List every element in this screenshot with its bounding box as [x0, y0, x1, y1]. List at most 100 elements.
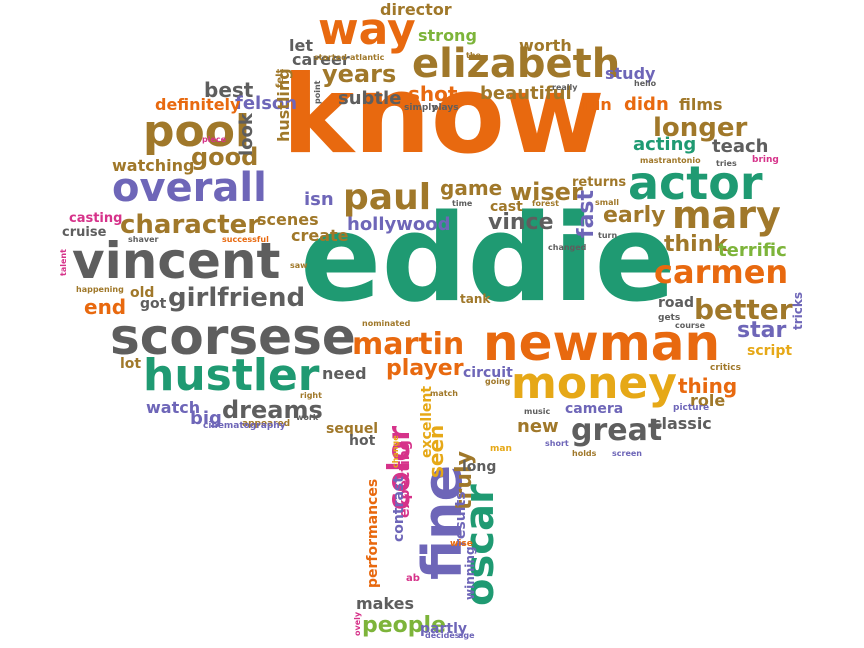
cloud-word-turn: turn — [598, 231, 618, 240]
cloud-word-man: man — [490, 444, 512, 454]
cloud-word-eddie: eddie — [300, 190, 676, 329]
cloud-word-wise: wise — [450, 539, 473, 549]
cloud-word-point: point — [313, 80, 322, 104]
cloud-word-hollywood: hollywood — [347, 214, 451, 235]
cloud-word-way: way — [318, 4, 416, 55]
cloud-word-gets: gets — [658, 313, 681, 323]
cloud-word-camera: camera — [565, 401, 624, 417]
cloud-word-tries: tries — [716, 159, 737, 168]
cloud-word-watching: watching — [112, 156, 195, 175]
cloud-word-character: character — [120, 210, 261, 240]
cloud-word-hustler: hustler — [143, 350, 320, 401]
cloud-word-tank: tank — [460, 292, 491, 306]
cloud-word-vincent: vincent — [72, 232, 281, 290]
cloud-word-screen: screen — [612, 449, 642, 458]
cloud-word-scorsese: scorsese — [110, 308, 356, 366]
cloud-word-cruise: cruise — [62, 225, 107, 240]
cloud-word-new: new — [517, 416, 559, 437]
cloud-word-money: money — [511, 358, 677, 409]
cloud-word-need: need — [322, 364, 367, 383]
cloud-word-films: films — [679, 95, 723, 114]
cloud-word-strong: strong — [418, 26, 477, 45]
cloud-word-fun: fun — [582, 95, 612, 114]
cloud-word-sequel: sequel — [326, 421, 379, 437]
cloud-word-scenes: scenes — [257, 210, 319, 229]
cloud-word-martin: martin — [352, 327, 465, 362]
cloud-word-hot: hot — [349, 433, 376, 449]
cloud-word-know: know — [282, 53, 605, 178]
cloud-word-felson: felson — [235, 93, 298, 114]
cloud-word-started: started — [314, 53, 347, 62]
cloud-word-short: short — [545, 439, 569, 448]
cloud-word-people: people — [362, 613, 446, 638]
cloud-word-paul: paul — [343, 177, 432, 218]
cloud-word-director: director — [380, 0, 452, 19]
cloud-word-watch: watch — [146, 398, 201, 417]
cloud-word-holds: holds — [572, 449, 597, 458]
cloud-word-forest: forest — [532, 199, 559, 208]
cloud-word-performances: performances — [365, 478, 381, 588]
cloud-word-acting: acting — [633, 134, 697, 155]
cloud-word-player: player — [386, 356, 464, 381]
cloud-word-script: script — [747, 343, 793, 359]
cloud-word-time: time — [452, 199, 473, 208]
cloud-word-atlantic: atlantic — [350, 53, 385, 62]
cloud-word-worth: worth — [519, 36, 572, 55]
cloud-word-study: study — [605, 64, 656, 83]
cloud-word-pool: pool — [143, 106, 251, 157]
cloud-word-simply: simply — [404, 103, 438, 113]
cloud-word-makes: makes — [356, 594, 415, 613]
cloud-word-the: the — [466, 51, 481, 60]
cloud-word-returns: returns — [572, 175, 627, 190]
cloud-word-casting: casting — [69, 211, 123, 226]
cloud-word-better: better — [694, 293, 793, 326]
cloud-word-saw: saw — [290, 261, 308, 270]
cloud-word-happening: happening — [76, 285, 124, 294]
cloud-word-let: let — [289, 36, 313, 55]
cloud-word-nominated: nominated — [362, 319, 411, 328]
cloud-word-appeared: appeared — [242, 419, 291, 429]
cloud-word-look: look — [236, 113, 257, 156]
cloud-word-going: going — [485, 377, 511, 386]
cloud-word-end: end — [84, 295, 127, 319]
cloud-word-age: age — [458, 631, 475, 640]
cloud-word-thing: thing — [678, 374, 738, 398]
cloud-word-shaver: shaver — [128, 235, 159, 244]
cloud-word-definitely: definitely — [155, 95, 241, 114]
cloud-word-contrast: contrast — [391, 476, 407, 542]
cloud-word-classic: classic — [652, 414, 712, 433]
cloud-word-game: game — [440, 176, 503, 200]
cloud-word-great: great — [571, 413, 663, 448]
cloud-word-work: work — [296, 413, 319, 422]
cloud-word-match: match — [430, 389, 458, 398]
cloud-word-mastrantonio: mastrantonio — [640, 156, 701, 165]
cloud-word-bring: bring — [752, 155, 779, 165]
cloud-word-road: road — [658, 295, 694, 311]
cloud-word-newman: newman — [483, 314, 721, 372]
cloud-word-circuit: circuit — [463, 365, 513, 381]
cloud-word-didn: didn — [624, 94, 669, 115]
cloud-word-results: results — [453, 491, 469, 546]
cloud-word-cinematography: cinematography — [203, 421, 286, 431]
cloud-word-elizabeth: elizabeth — [412, 41, 621, 87]
cloud-word-critics: critics — [710, 363, 741, 373]
cloud-word-overall: overall — [112, 165, 267, 211]
cloud-word-talent: talent — [59, 249, 68, 276]
cloud-word-dreams: dreams — [222, 396, 323, 424]
cloud-word-longer: longer — [653, 113, 748, 143]
cloud-word-star: star — [737, 318, 787, 343]
cloud-word-teach: teach — [712, 136, 769, 157]
cloud-word-winning: winning — [463, 546, 477, 600]
cloud-word-old: old — [130, 285, 155, 301]
cloud-word-good: good — [191, 143, 259, 171]
cloud-word-subtle: subtle — [338, 88, 402, 109]
cloud-word-role: role — [690, 391, 726, 410]
cloud-word-beautiful: beautiful — [480, 83, 572, 104]
cloud-word-really: really — [552, 83, 578, 92]
cloud-word-successful: successful — [222, 235, 269, 244]
cloud-word-got: got — [140, 296, 167, 312]
cloud-word-changed: changed — [548, 243, 587, 252]
cloud-word-long: long — [462, 459, 497, 475]
cloud-word-music: music — [524, 407, 551, 416]
